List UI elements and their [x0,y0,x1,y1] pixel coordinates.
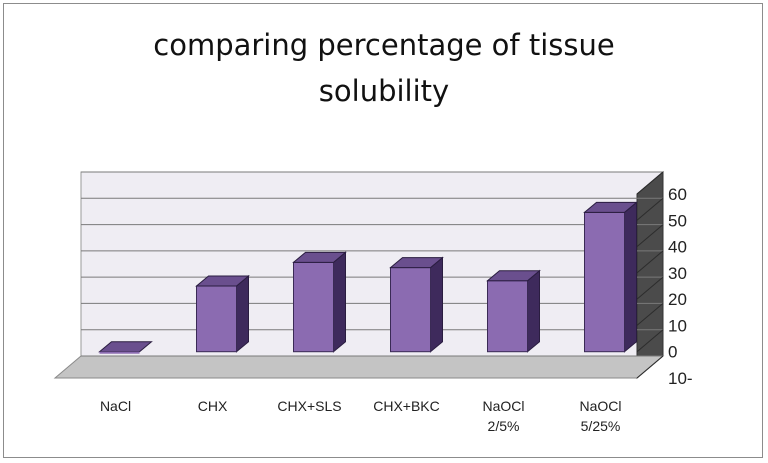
x-category-label: CHX+BKC [373,398,440,414]
side-gridline [636,355,664,379]
chart-title-line-2: solubility [318,74,450,108]
bar-top [195,275,250,287]
side-gridline [636,197,664,221]
bar [98,341,153,354]
bar-front [390,267,431,353]
bar-side [624,201,637,353]
bar-front [196,285,237,353]
x-category-label: 5/25% [581,418,621,434]
chart-floor [53,355,665,379]
bar-front [584,211,625,353]
bar [389,256,444,353]
y-tick-label: 60 [668,185,687,204]
x-category-label: NaCl [100,398,131,414]
bar-side [236,274,249,353]
y-tick-label: 50 [668,211,687,230]
bar-top [389,257,444,269]
x-category-label: 2/5% [488,418,520,434]
bar [292,251,347,353]
chart-title: comparing percentage of tissue solubilit… [0,22,768,114]
side-wall [636,170,664,380]
x-category-label: CHX+SLS [277,398,341,414]
x-category-label: CHX [198,398,228,414]
back-wall [80,171,664,357]
y-tick-label: 10 [668,316,687,335]
bar-top [292,251,347,263]
y-tick-label: 10- [668,369,693,388]
chart-title-line-1: comparing percentage of tissue [153,28,615,62]
bar-front [487,280,528,353]
side-gridline [636,224,664,247]
side-gridline [636,329,664,353]
bar-front [99,351,140,354]
bar-front [293,261,334,353]
side-gridline [636,276,664,300]
x-category-label: NaOCl [482,398,524,414]
x-category-label: NaOCl [579,398,621,414]
side-gridline [636,250,664,274]
y-tick-label: 30 [668,264,687,283]
side-gridline [636,171,664,195]
bar-side [333,251,346,353]
side-gridline [636,303,664,326]
bar-side [527,269,540,353]
y-tick-label: 0 [668,343,677,362]
bar-side [430,256,443,353]
bar [195,274,250,353]
bar-top [583,201,638,213]
bar-top [486,270,541,282]
y-tick-label: 40 [668,238,687,257]
bar [583,201,638,353]
bar [486,269,541,353]
y-tick-label: 20 [668,290,687,309]
